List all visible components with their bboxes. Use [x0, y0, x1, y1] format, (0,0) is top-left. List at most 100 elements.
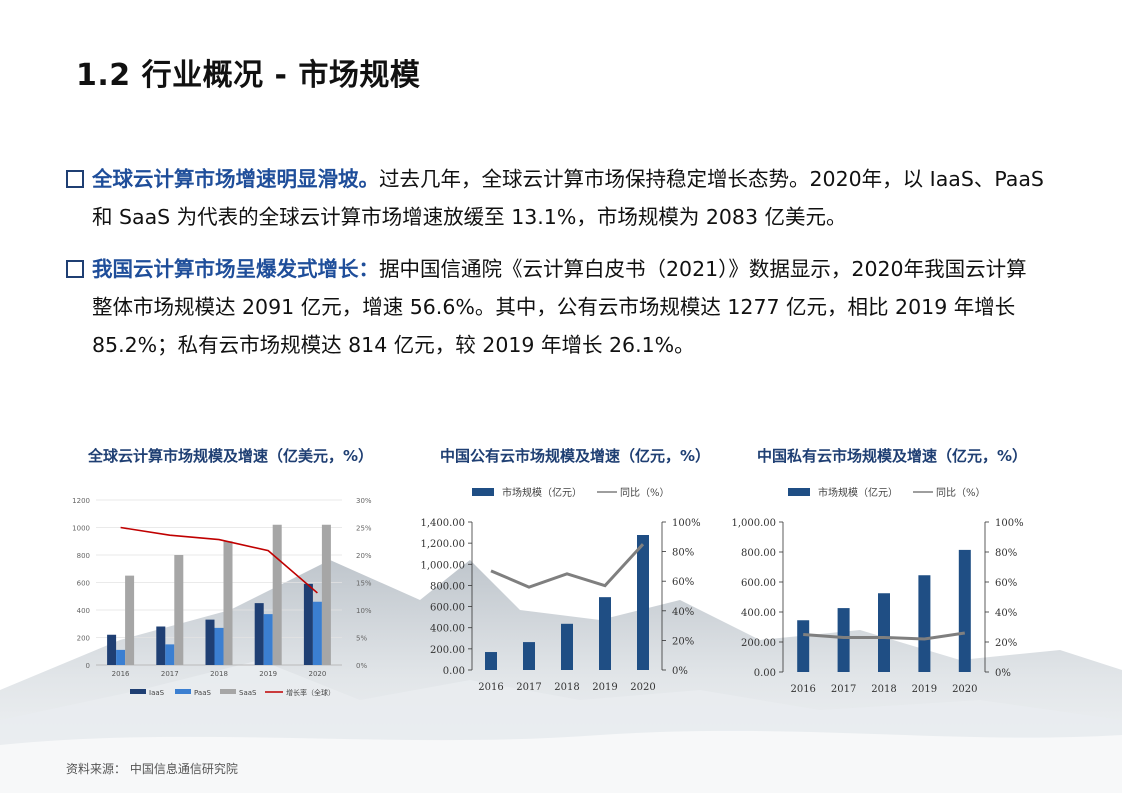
y-tick-label: 0: [86, 662, 90, 670]
y2-tick-label: 100%: [995, 518, 1024, 529]
x-tick-label: 2018: [210, 670, 228, 678]
growth-line: [803, 631, 966, 641]
bar-market-size: [523, 642, 535, 670]
checkbox-bullet-icon: [66, 260, 84, 278]
y2-tick-label: 20%: [995, 638, 1017, 649]
x-tick-label: 2020: [308, 670, 326, 678]
x-tick-label: 2019: [259, 670, 277, 678]
y-tick-label: 600: [77, 580, 90, 588]
bar-paas: [214, 627, 224, 665]
legend-swatch: [130, 689, 146, 694]
x-tick-label: 2017: [516, 682, 541, 693]
legend-label: 市场规模（亿元）: [818, 486, 898, 499]
y-tick-label: 600.00: [430, 603, 465, 614]
bar-market-size: [837, 608, 850, 672]
y-tick-label: 0.00: [443, 666, 465, 677]
x-tick-label: 2017: [161, 670, 179, 678]
bullet-text-line: 整体市场规模达 2091 亿元，增速 56.6%。其中，公有云市场规模达 127…: [92, 295, 1016, 319]
y-tick-label: 800.00: [741, 548, 776, 559]
bar-iaas: [254, 603, 264, 665]
x-tick-label: 2018: [554, 682, 579, 693]
legend-label: 增长率（全球）: [286, 688, 335, 697]
bar-market-size: [918, 575, 931, 672]
bar-market-size: [485, 652, 497, 670]
y-tick-label: 1,000.00: [420, 560, 465, 571]
y-tick-label: 800: [77, 552, 90, 560]
bullet-highlight: 我国云计算市场呈爆发式增长：: [92, 257, 379, 281]
y-tick-label: 200.00: [741, 638, 776, 649]
y2-tick-label: 0%: [995, 668, 1011, 679]
y-tick-label: 400.00: [741, 608, 776, 619]
bullet-text-line: 过去几年，全球云计算市场保持稳定增长态势。2020年，以 IaaS、PaaS: [379, 167, 1044, 191]
legend-label: 市场规模（亿元）: [502, 486, 582, 499]
legend-swatch: [175, 689, 191, 694]
y-tick-label: 1,200.00: [420, 539, 465, 550]
bar-market-size: [599, 597, 611, 670]
y-tick-label: 800.00: [430, 581, 465, 592]
bullet-text-line: 和 SaaS 为代表的全球云计算市场增速放缓至 13.1%，市场规模为 2083…: [92, 205, 847, 229]
bullet-global-market: 全球云计算市场增速明显滑坡。过去几年，全球云计算市场保持稳定增长态势。2020年…: [66, 160, 1066, 236]
y2-tick-label: 0%: [356, 662, 367, 670]
y2-tick-label: 25%: [356, 525, 372, 533]
legend-swatch: [472, 488, 494, 496]
y2-tick-label: 15%: [356, 580, 372, 588]
bullet-china-market: 我国云计算市场呈爆发式增长：据中国信通院《云计算白皮书（2021）》数据显示，2…: [66, 250, 1066, 364]
y-tick-label: 1,400.00: [420, 518, 465, 529]
bar-iaas: [205, 619, 215, 665]
chart-title-public-cloud: 中国公有云市场规模及增速（亿元，%）: [440, 447, 711, 465]
bar-iaas: [156, 626, 166, 665]
y-tick-label: 600.00: [741, 578, 776, 589]
y-tick-label: 1000: [72, 525, 90, 533]
y2-tick-label: 60%: [995, 578, 1017, 589]
page-title: 1.2 行业概况 - 市场规模: [76, 58, 421, 93]
legend-label: 同比（%）: [936, 487, 986, 499]
legend-label: PaaS: [194, 689, 211, 697]
growth-line: [120, 526, 318, 594]
x-tick-label: 2017: [831, 684, 856, 695]
y2-tick-label: 80%: [995, 548, 1017, 559]
bar-iaas: [303, 583, 313, 665]
y2-tick-label: 80%: [672, 548, 694, 559]
y-tick-label: 400.00: [430, 624, 465, 635]
growth-line: [490, 543, 645, 589]
legend-swatch: [788, 488, 810, 496]
legend-label: IaaS: [149, 689, 165, 697]
y-tick-label: 200: [77, 635, 90, 643]
legend-label: SaaS: [239, 689, 257, 697]
bar-saas: [174, 555, 184, 665]
bar-market-size: [561, 623, 573, 670]
bullet-text-line: 85.2%；私有云市场规模达 814 亿元，较 2019 年增长 26.1%。: [92, 333, 695, 357]
y-tick-label: 200.00: [430, 645, 465, 656]
bar-paas: [165, 644, 175, 665]
x-tick-label: 2020: [952, 684, 977, 695]
y2-tick-label: 100%: [672, 518, 701, 529]
bar-iaas: [107, 634, 117, 665]
y2-tick-label: 10%: [356, 607, 372, 615]
x-tick-label: 2020: [630, 682, 655, 693]
bar-market-size: [958, 549, 971, 672]
checkbox-bullet-icon: [66, 170, 84, 188]
y2-tick-label: 40%: [672, 607, 694, 618]
bar-paas: [116, 649, 126, 665]
y2-tick-label: 40%: [995, 608, 1017, 619]
x-tick-label: 2016: [112, 670, 130, 678]
x-tick-label: 2018: [871, 684, 896, 695]
bar-paas: [312, 601, 322, 665]
bar-market-size: [637, 535, 649, 670]
legend-label: 同比（%）: [620, 487, 670, 499]
bullet-highlight: 全球云计算市场增速明显滑坡。: [92, 167, 379, 191]
bar-saas: [223, 541, 233, 665]
bar-saas: [125, 575, 135, 665]
legend-swatch: [220, 689, 236, 694]
x-tick-label: 2019: [912, 684, 937, 695]
bullet-text-line: 据中国信通院《云计算白皮书（2021）》数据显示，2020年我国云计算: [379, 257, 1027, 281]
bar-saas: [321, 524, 331, 665]
y2-tick-label: 5%: [356, 635, 367, 643]
source-note: 资料来源： 中国信息通信研究院: [66, 762, 238, 776]
x-tick-label: 2016: [478, 682, 503, 693]
y-tick-label: 400: [77, 607, 90, 615]
bar-paas: [263, 614, 273, 665]
y-tick-label: 1,000.00: [731, 518, 776, 529]
